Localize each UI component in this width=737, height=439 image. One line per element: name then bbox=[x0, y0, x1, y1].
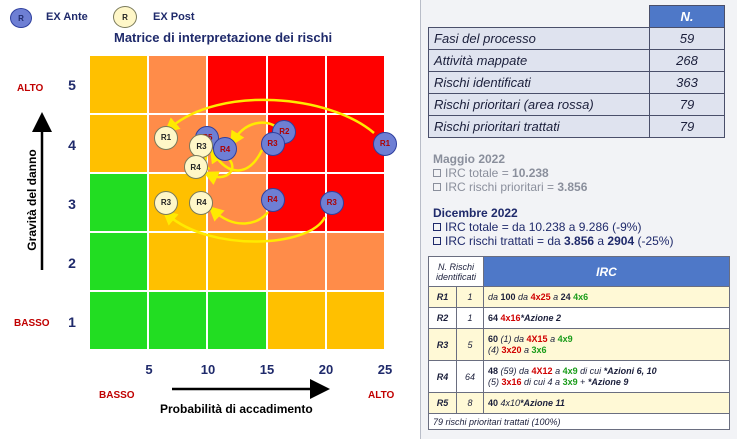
y-high-label: ALTO bbox=[17, 83, 44, 94]
stats-header-n: N. bbox=[649, 5, 725, 28]
heatmap-cell bbox=[266, 55, 326, 114]
stats-value: 268 bbox=[649, 49, 725, 72]
stats-row: Fasi del processo 59 bbox=[428, 27, 725, 50]
heatmap-cell bbox=[89, 114, 149, 173]
irc-header-n: N. Rischi identificati bbox=[428, 256, 484, 287]
irc-row-r1: R1 1 da 100 da 4x25 a 24 4x6 bbox=[428, 286, 730, 308]
stats-row: Rischi identificati 363 bbox=[428, 71, 725, 94]
dec-2022-block: Dicembre 2022 IRC totale = da 10.238 a 9… bbox=[433, 206, 674, 248]
legend-ante-marker: R bbox=[10, 8, 32, 28]
stats-row: Attività mappate 268 bbox=[428, 49, 725, 72]
may-title: Maggio 2022 bbox=[433, 152, 506, 166]
irc-footer: 79 rischi prioritari trattati (100%) bbox=[428, 413, 730, 430]
legend-post-label: EX Post bbox=[153, 11, 195, 23]
checkbox-icon bbox=[433, 183, 441, 191]
y-tick-1: 1 bbox=[68, 314, 76, 330]
ex-ante-point: R4 bbox=[213, 137, 238, 162]
legend-ante-label: EX Ante bbox=[46, 11, 88, 23]
y-axis-title: Gravità del danno bbox=[25, 149, 39, 251]
x-tick-5: 5 bbox=[145, 362, 153, 377]
x-low-label: BASSO bbox=[99, 390, 135, 401]
heatmap-cell bbox=[89, 291, 149, 350]
stats-value: 59 bbox=[649, 27, 725, 50]
risk-matrix-panel: R EX Ante R EX Post Matrice di interpret… bbox=[10, 6, 397, 416]
stats-value: 363 bbox=[649, 71, 725, 94]
x-tick-20: 20 bbox=[318, 362, 334, 377]
legend-post-marker: R bbox=[113, 6, 137, 28]
stats-label: Attività mappate bbox=[428, 49, 650, 72]
y-low-label: BASSO bbox=[14, 318, 50, 329]
heatmap-cell bbox=[325, 232, 385, 291]
y-tick-4: 4 bbox=[68, 137, 76, 153]
heatmap-cell bbox=[207, 55, 267, 114]
summary-panel: N. Fasi del processo 59 Attività mappate… bbox=[420, 0, 737, 439]
ex-ante-point: R3 bbox=[319, 190, 344, 215]
dec-title: Dicembre 2022 bbox=[433, 206, 518, 220]
y-tick-5: 5 bbox=[68, 77, 76, 93]
heatmap-cell bbox=[89, 173, 149, 232]
legend-post-symbol: R bbox=[122, 12, 128, 22]
x-high-label: ALTO bbox=[368, 390, 395, 401]
irc-row-r5: R5 8 40 4x10*Azione 11 bbox=[428, 392, 730, 414]
process-stats-table: N. Fasi del processo 59 Attività mappate… bbox=[428, 5, 725, 138]
checkbox-icon bbox=[433, 223, 441, 231]
stats-row: Rischi prioritari trattati 79 bbox=[428, 115, 725, 138]
heatmap-cell bbox=[89, 55, 149, 114]
stats-label: Rischi identificati bbox=[428, 71, 650, 94]
ex-post-point: R4 bbox=[189, 190, 214, 215]
stats-row: Rischi prioritari (area rossa) 79 bbox=[428, 93, 725, 116]
heatmap-cell bbox=[266, 232, 326, 291]
legend-ante-symbol: R bbox=[18, 13, 24, 23]
ex-ante-point: R3 bbox=[260, 131, 285, 156]
x-axis-title: Probabilità di accadimento bbox=[160, 402, 313, 416]
heatmap-cell bbox=[89, 232, 149, 291]
stats-label: Fasi del processo bbox=[428, 27, 650, 50]
y-tick-2: 2 bbox=[68, 255, 76, 271]
checkbox-icon bbox=[433, 237, 441, 245]
ex-ante-point: R4 bbox=[260, 187, 285, 212]
ex-post-point: R4 bbox=[183, 155, 208, 180]
x-tick-10: 10 bbox=[200, 362, 216, 377]
stats-label: Rischi prioritari (area rossa) bbox=[428, 93, 650, 116]
ex-ante-point: R1 bbox=[373, 131, 397, 156]
may-2022-block: Maggio 2022 IRC totale = 10.238 IRC risc… bbox=[433, 152, 588, 194]
heatmap-cell bbox=[325, 291, 385, 350]
x-tick-15: 15 bbox=[259, 362, 275, 377]
irc-row-r4: R4 64 48 (59) da 4X12 a 4x9 di cui *Azio… bbox=[428, 360, 730, 393]
irc-row-r3: R3 5 60 (1) da 4X15 a 4x9 (4) 3x20 a 3x6 bbox=[428, 328, 730, 361]
heatmap-cell bbox=[148, 291, 208, 350]
stats-label: Rischi prioritari trattati bbox=[428, 115, 650, 138]
ex-post-point: R3 bbox=[153, 190, 178, 215]
heatmap-cell bbox=[266, 291, 326, 350]
checkbox-icon bbox=[433, 169, 441, 177]
x-tick-25: 25 bbox=[377, 362, 393, 377]
stats-value: 79 bbox=[649, 93, 725, 116]
ex-post-point: R1 bbox=[153, 125, 178, 150]
irc-header-irc: IRC bbox=[483, 256, 730, 287]
y-tick-3: 3 bbox=[68, 196, 76, 212]
heatmap-cell bbox=[148, 232, 208, 291]
heatmap-cell bbox=[207, 173, 267, 232]
heatmap-cell bbox=[325, 55, 385, 114]
heatmap-cell bbox=[207, 232, 267, 291]
heatmap-cell bbox=[148, 55, 208, 114]
irc-row-r2: R2 1 64 4x16*Azione 2 bbox=[428, 307, 730, 329]
chart-title: Matrice di interpretazione dei rischi bbox=[114, 30, 333, 45]
heatmap-cell bbox=[207, 291, 267, 350]
irc-table: N. Rischi identificati IRC R1 1 da 100 d… bbox=[428, 256, 730, 430]
stats-value: 79 bbox=[649, 115, 725, 138]
